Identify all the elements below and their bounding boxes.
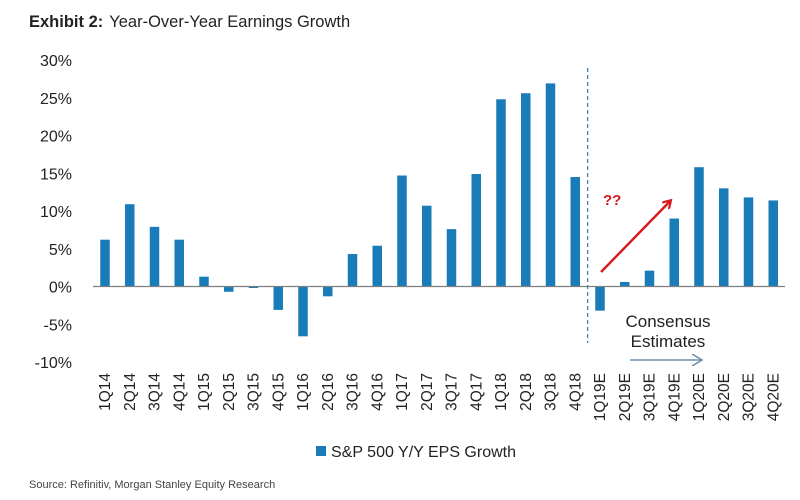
bar-1Q15 [199,276,209,287]
legend: S&P 500 Y/Y EPS Growth [316,444,516,461]
consensus-label-line2: Estimates [631,332,706,351]
bar-2Q15 [224,286,234,292]
x-tick-label: 1Q14 [97,373,114,411]
legend-label: S&P 500 Y/Y EPS Growth [331,444,516,461]
y-axis: 30% 25% 20% 15% 10% 5% 0% -5% -10% [35,53,72,372]
bar-1Q14 [100,239,110,287]
x-tick-label: 4Q17 [468,373,485,411]
exhibit-label: Exhibit 2: [29,13,104,31]
x-tick-label: 3Q19E [642,373,659,421]
annotations-group: ?? Consensus Estimates [586,68,711,360]
x-tick-label: 3Q14 [147,373,164,411]
x-tick-label: 3Q20E [741,373,758,421]
y-tick-label: -10% [35,355,72,372]
x-tick-label: 2Q19E [617,373,634,421]
bar-4Q17 [471,174,481,287]
bar-1Q20E [694,167,704,287]
source-note: Source: Refinitiv, Morgan Stanley Equity… [29,479,276,491]
bar-4Q19E [669,218,679,287]
x-tick-label: 1Q16 [295,373,312,411]
x-tick-label: 2Q17 [419,373,436,411]
y-tick-label: -5% [44,317,72,334]
bar-3Q16 [347,254,358,287]
y-tick-label: 5% [49,242,72,259]
y-tick-label: 30% [40,53,72,70]
bar-1Q16 [298,286,308,337]
x-tick-label: 4Q15 [270,373,287,411]
x-tick-label: 1Q20E [691,373,708,421]
bar-1Q17 [397,175,407,287]
x-tick-label: 4Q14 [171,373,188,411]
x-tick-label: 1Q19E [592,373,609,421]
bar-3Q14 [149,226,160,287]
bar-3Q18 [545,83,556,287]
y-tick-label: 20% [40,129,72,146]
bar-2Q20E [719,188,729,287]
x-tick-label: 2Q16 [320,373,337,411]
bar-2Q17 [422,205,432,287]
x-tick-label: 3Q17 [444,373,461,411]
x-tick-label: 4Q20E [765,373,782,421]
x-tick-label: 1Q15 [196,373,213,411]
bar-3Q19E [644,270,655,287]
y-tick-label: 10% [40,204,72,221]
bar-1Q19E [595,286,605,311]
bars-group [100,83,778,337]
consensus-label-line1: Consensus [625,312,710,331]
x-tick-label: 3Q16 [345,373,362,411]
x-tick-label: 2Q15 [221,373,238,411]
x-tick-label: 4Q16 [369,373,386,411]
x-tick-label: 2Q20E [716,373,733,421]
bar-2Q18 [521,93,531,287]
bar-2Q19E [620,281,630,287]
bar-4Q20E [768,200,778,287]
bar-4Q18 [570,177,580,287]
bar-3Q17 [446,229,457,287]
chart-title: Exhibit 2: Year-Over-Year Earnings Growth [29,13,350,32]
x-tick-label: 4Q18 [567,373,584,411]
x-tick-label: 2Q18 [518,373,535,411]
x-tick-label: 2Q14 [122,373,139,411]
question-marks-label: ?? [603,192,621,209]
red-trend-arrow [600,201,670,273]
bar-3Q20E [743,197,754,287]
x-tick-label: 3Q15 [246,373,263,411]
bar-2Q16 [323,286,333,297]
x-tick-label: 1Q18 [493,373,510,411]
x-tick-label: 1Q17 [394,373,411,411]
title-text: Year-Over-Year Earnings Growth [109,13,351,31]
bar-4Q16 [372,245,382,287]
y-tick-label: 15% [40,166,72,183]
bar-4Q15 [273,286,283,310]
legend-swatch [316,446,326,456]
y-tick-label: 0% [49,280,72,297]
x-tick-label: 3Q18 [543,373,560,411]
x-axis: 1Q14 2Q14 3Q14 4Q14 1Q15 2Q15 3Q15 4Q15 1Q16 2Q16… [93,285,785,421]
bar-4Q14 [174,239,184,287]
x-tick-label: 4Q19E [666,373,683,421]
bar-3Q15 [248,286,259,289]
y-tick-label: 25% [40,91,72,108]
bar-1Q18 [496,99,506,287]
bar-2Q14 [125,204,135,287]
